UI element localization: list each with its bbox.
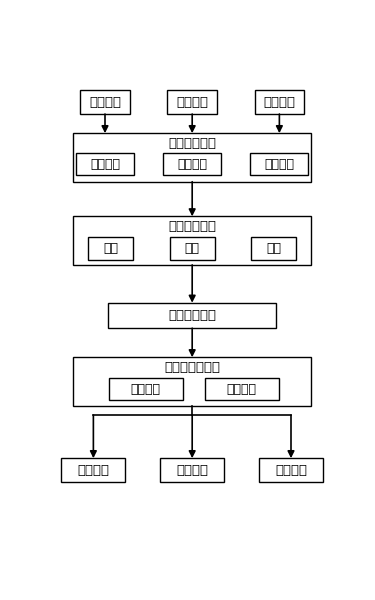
Text: 天线温度分布: 天线温度分布: [168, 220, 216, 233]
Text: 主面变形: 主面变形: [130, 383, 160, 396]
Text: 散射辐射: 散射辐射: [264, 158, 294, 171]
Text: 时间日期: 时间日期: [89, 95, 121, 109]
Bar: [73, 217, 311, 265]
Bar: [204, 379, 279, 400]
Text: 相位分布: 相位分布: [226, 383, 256, 396]
Bar: [251, 238, 296, 260]
Bar: [62, 458, 125, 482]
Bar: [259, 458, 323, 482]
Bar: [251, 154, 309, 175]
Bar: [88, 238, 134, 260]
Bar: [80, 90, 130, 114]
Bar: [76, 154, 134, 175]
Text: 天线远场方向图: 天线远场方向图: [164, 361, 220, 374]
Text: 指向误差: 指向误差: [176, 464, 208, 477]
Bar: [73, 133, 311, 182]
Text: 副瓣电平: 副瓣电平: [275, 464, 307, 477]
Text: 天线结构分析: 天线结构分析: [168, 309, 216, 322]
Bar: [255, 90, 304, 114]
Text: 增益损失: 增益损失: [77, 464, 110, 477]
Text: 辐射: 辐射: [266, 242, 281, 255]
Bar: [168, 90, 217, 114]
Text: 对流: 对流: [184, 242, 200, 255]
Text: 传导: 传导: [103, 242, 118, 255]
Bar: [160, 458, 224, 482]
Bar: [108, 303, 276, 328]
Text: 直接辐射: 直接辐射: [90, 158, 120, 171]
Bar: [109, 379, 183, 400]
Text: 反射辐射: 反射辐射: [177, 158, 207, 171]
Bar: [73, 357, 311, 406]
Bar: [170, 238, 215, 260]
Text: 地理坐标: 地理坐标: [263, 95, 296, 109]
Text: 地理坐标: 地理坐标: [176, 95, 208, 109]
Bar: [163, 154, 221, 175]
Text: 天线热流密度: 天线热流密度: [168, 137, 216, 150]
